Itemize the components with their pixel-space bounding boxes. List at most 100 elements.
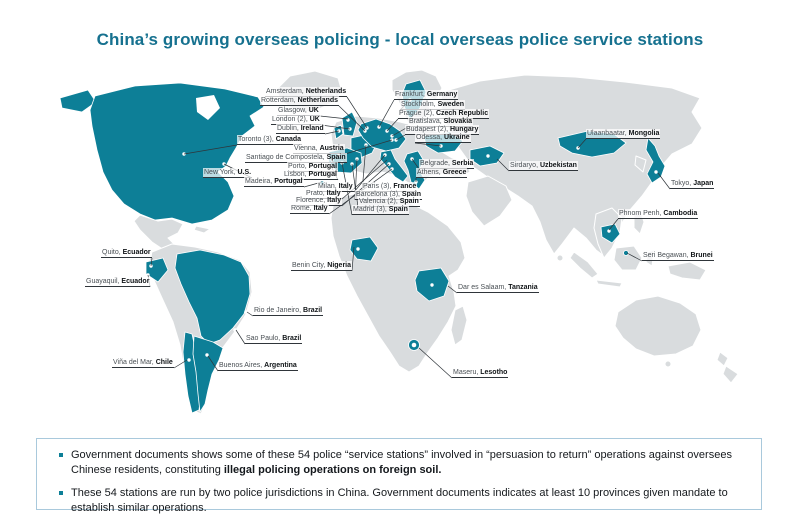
map-label: Lisbon, Portugal: [283, 170, 338, 180]
map-label: Guayaquil, Ecuador: [85, 277, 151, 287]
label-city: Odessa,: [416, 134, 445, 141]
label-country: Portugal: [308, 163, 338, 170]
label-country: Tanzania: [508, 284, 538, 291]
label-city: Madeira,: [245, 178, 275, 185]
page-title: China’s growing overseas policing - loca…: [96, 30, 704, 49]
label-country: Italy: [338, 183, 353, 190]
map-label: Madrid (3), Spain: [352, 205, 409, 215]
label-country: Czech Republic: [435, 110, 489, 117]
label-city: Lisbon,: [284, 171, 309, 178]
map-label: Sirdaryo, Uzbekistan: [509, 161, 578, 171]
label-country: Portugal: [308, 171, 337, 178]
label-city: Sirdaryo,: [510, 162, 540, 169]
label-country: Ireland: [300, 125, 324, 132]
map-label: Rome, Italy: [290, 204, 329, 214]
label-country: Netherlands: [297, 97, 339, 104]
label-city: Sao Paulo,: [246, 335, 283, 342]
label-city: Dublin,: [277, 125, 301, 132]
bullet-marker: [59, 453, 63, 457]
label-city: Rio de Janeiro,: [254, 307, 304, 314]
label-city: Rome,: [291, 205, 314, 212]
label-city: Milan,: [318, 183, 339, 190]
label-country: Canada: [275, 136, 302, 143]
label-country: Spain: [388, 206, 408, 213]
label-city: Porto,: [288, 163, 309, 170]
label-city: Frankfurt,: [395, 91, 427, 98]
label-country: UK: [308, 107, 319, 114]
label-city: New York,: [204, 169, 238, 176]
map-label: Tokyo, Japan: [670, 179, 715, 189]
label-city: Budapest (2),: [406, 126, 450, 133]
label-city: London (2),: [272, 116, 310, 123]
label-country: Spain: [401, 191, 421, 198]
label-country: Spain: [326, 154, 346, 161]
label-country: Serbia: [451, 160, 474, 167]
label-city: Quito,: [102, 249, 123, 256]
map-label: Athens, Greece: [416, 168, 468, 178]
label-country: Brunei: [690, 252, 713, 259]
label-country: Greece: [442, 169, 467, 176]
label-country: Chile: [155, 359, 173, 366]
label-city: Belgrade,: [420, 160, 452, 167]
label-city: Bratislava,: [409, 118, 444, 125]
label-city: Vienna,: [294, 145, 320, 152]
map-label: Ulaanbaatar, Mongolia: [586, 129, 661, 139]
label-country: U.S.: [237, 169, 252, 176]
map-label: Viña del Mar, Chile: [112, 358, 174, 368]
label-country: Brazil: [282, 335, 302, 342]
map-label: Madeira, Portugal: [244, 177, 304, 187]
label-country: Germany: [426, 91, 458, 98]
label-city: Dar es Salaam,: [458, 284, 509, 291]
label-city: Florence,: [296, 197, 328, 204]
label-country: UK: [309, 116, 320, 123]
label-country: Sweden: [437, 101, 465, 108]
label-country: Cambodia: [663, 210, 698, 217]
label-city: Viña del Mar,: [113, 359, 156, 366]
label-country: Brazil: [303, 307, 323, 314]
label-city: Santiago de Compostela,: [246, 154, 327, 161]
label-country: Italy: [313, 205, 328, 212]
label-country: Mongolia: [628, 130, 660, 137]
map-label: Buenos Aires, Argentina: [218, 361, 298, 371]
label-city: Valencia (2),: [359, 198, 400, 205]
map-label: Odessa, Ukraine: [415, 133, 471, 143]
map-label: Dublin, Ireland: [276, 124, 325, 134]
label-city: Tokyo,: [671, 180, 694, 187]
label-city: Buenos Aires,: [219, 362, 265, 369]
notes-box: Government documents shows some of these…: [36, 438, 762, 514]
label-city: Ulaanbaatar,: [587, 130, 629, 137]
label-city: Athens,: [417, 169, 443, 176]
map-label: Rio de Janeiro, Brazil: [253, 306, 324, 316]
label-city: Prato,: [306, 190, 327, 197]
map-label: Sao Paulo, Brazil: [245, 334, 303, 344]
label-country: Ecuador: [122, 249, 151, 256]
label-city: Phnom Penh,: [619, 210, 664, 217]
label-country: Hungary: [449, 126, 479, 133]
bullet-marker: [59, 490, 63, 495]
label-country: Argentina: [264, 362, 297, 369]
map-label: Phnom Penh, Cambodia: [618, 209, 699, 219]
map-label: Benin City, Nigeria: [291, 261, 353, 271]
map-label: Quito, Ecuador: [101, 248, 152, 258]
label-city: Paris (3),: [363, 183, 394, 190]
label-city: Prague (2),: [399, 110, 436, 117]
label-country: Ukraine: [444, 134, 470, 141]
label-city: Stockholm,: [401, 101, 438, 108]
label-city: Maseru,: [453, 369, 481, 376]
map-label: Maseru, Lesotho: [452, 368, 509, 378]
label-country: Italy: [327, 197, 342, 204]
label-country: Italy: [326, 190, 341, 197]
label-city: Glasgow,: [278, 107, 309, 114]
label-country: Nigeria: [327, 262, 352, 269]
label-country: Portugal: [274, 178, 303, 185]
label-city: Barcelona (3),: [356, 191, 402, 198]
label-country: Spain: [399, 198, 419, 205]
map-label: Toronto (3), Canada: [237, 135, 303, 145]
label-country: Uzbekistan: [539, 162, 577, 169]
label-city: Toronto (3),: [238, 136, 276, 143]
label-country: Japan: [693, 180, 714, 187]
map-label: Rotterdam, Netherlands: [260, 96, 340, 106]
map-label: New York, U.S.: [203, 168, 253, 178]
